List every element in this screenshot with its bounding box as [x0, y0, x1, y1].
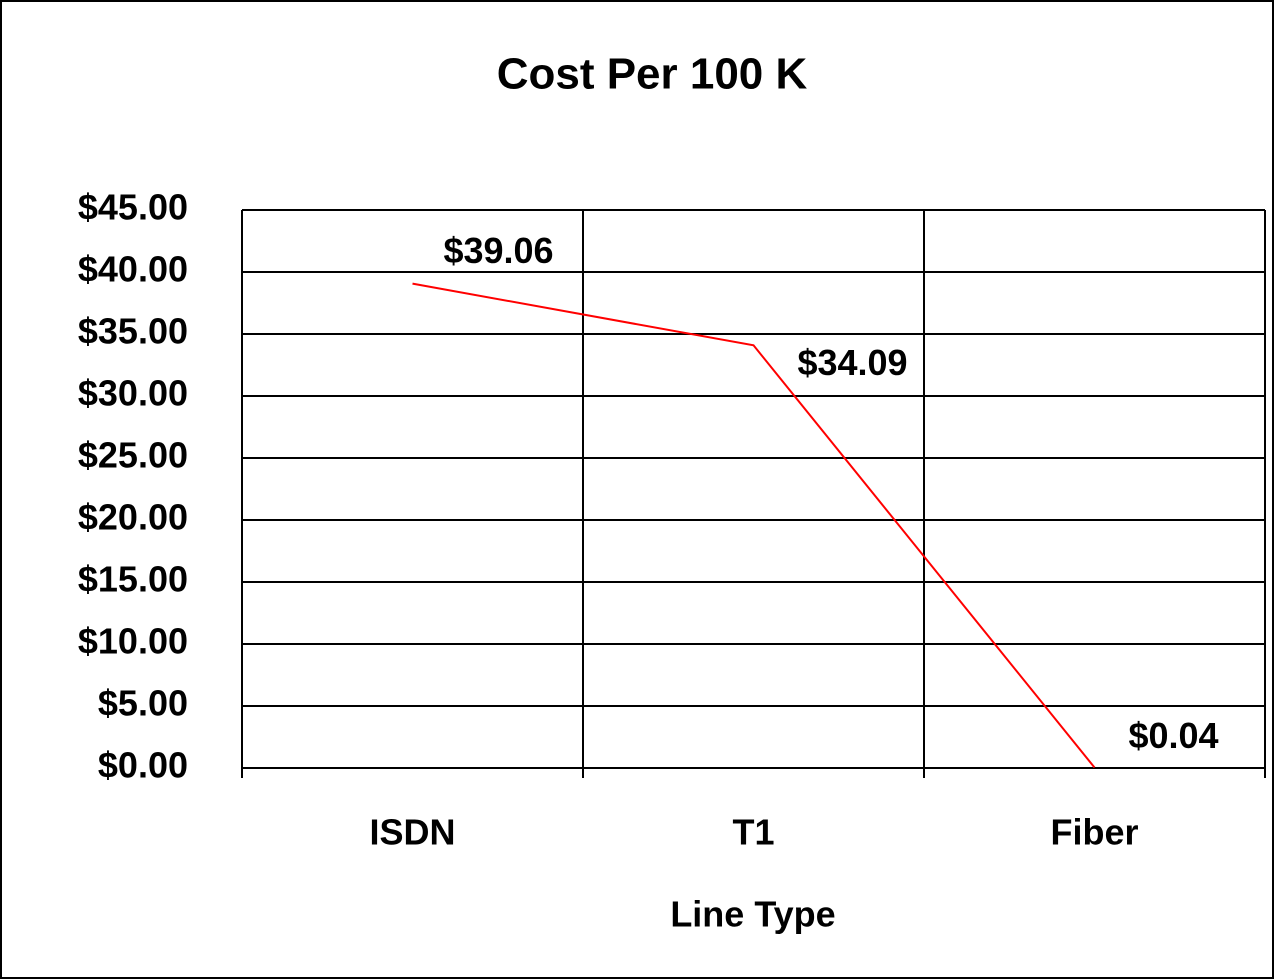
x-axis-label: Line Type — [670, 894, 835, 935]
y-tick-label: $40.00 — [78, 249, 188, 290]
y-tick-label: $30.00 — [78, 373, 188, 414]
x-tick-label: T1 — [732, 812, 774, 853]
chart-title: Cost Per 100 K — [497, 50, 808, 99]
data-label: $34.09 — [797, 342, 907, 383]
x-tick-label: ISDN — [369, 812, 455, 853]
y-tick-label: $25.00 — [78, 435, 188, 476]
data-label: $0.04 — [1128, 715, 1218, 756]
y-tick-label: $0.00 — [98, 745, 188, 786]
x-tick-label: Fiber — [1050, 812, 1138, 853]
y-tick-label: $20.00 — [78, 497, 188, 538]
y-tick-label: $35.00 — [78, 311, 188, 352]
y-tick-label: $5.00 — [98, 683, 188, 724]
data-label: $39.06 — [443, 230, 553, 271]
line — [412, 282, 1096, 769]
y-tick-label: $10.00 — [78, 621, 188, 662]
y-tick-label: $45.00 — [78, 187, 188, 228]
y-tick-label: $15.00 — [78, 559, 188, 600]
